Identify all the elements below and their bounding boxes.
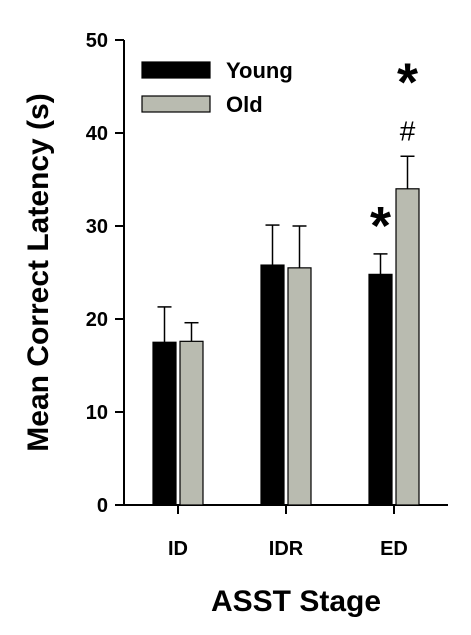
- chart-legend: Young Old: [141, 58, 293, 117]
- y-tick-label: 30: [86, 216, 108, 238]
- y-tick-label: 40: [86, 123, 108, 145]
- x-tick-label: ED: [380, 538, 408, 560]
- bar-old-ed: [395, 188, 420, 506]
- annotation-asterisk-old-ed: *: [397, 53, 418, 113]
- annotation-hash-old-ed: #: [400, 115, 416, 146]
- y-tick-label: 20: [86, 309, 108, 331]
- legend-label-old: Old: [226, 92, 263, 117]
- y-tick-label: 0: [97, 495, 108, 517]
- chart-ticks: 0 10 20 30 40 50 ID IDR ED: [86, 30, 408, 560]
- y-tick-label: 50: [86, 30, 108, 52]
- bar-young-id: [152, 341, 177, 506]
- x-tick-label: ID: [168, 538, 188, 560]
- chart-bars: [152, 188, 420, 506]
- x-tick-label: IDR: [269, 538, 304, 560]
- bar-old-id: [179, 340, 204, 506]
- y-tick-label: 10: [86, 402, 108, 424]
- legend-label-young: Young: [226, 58, 293, 83]
- legend-swatch-young: [141, 61, 211, 79]
- legend-swatch-old: [141, 95, 211, 113]
- bar-old-idr: [287, 267, 312, 506]
- chart-error-bars: [157, 155, 415, 343]
- x-axis-label: ASST Stage: [211, 585, 381, 618]
- y-axis-label: Mean Correct Latency (s): [22, 93, 55, 451]
- chart-annotations: *#*: [370, 53, 418, 256]
- annotation-asterisk-young-ed: *: [370, 196, 391, 256]
- bar-young-ed: [368, 273, 393, 506]
- bar-young-idr: [260, 264, 285, 506]
